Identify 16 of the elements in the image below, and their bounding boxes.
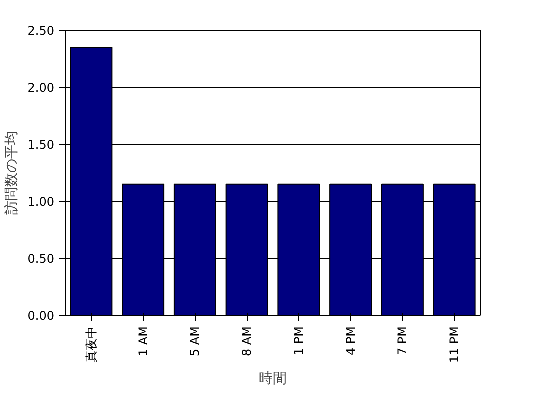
y-tick-label: 1.50: [28, 138, 54, 152]
x-tick-label: 真夜中: [84, 326, 98, 362]
x-tick-label: 1 PM: [292, 326, 306, 356]
x-tick-label: 11 PM: [448, 326, 462, 364]
y-tick-label: 2.50: [28, 24, 54, 38]
y-tick-label: 0.50: [28, 252, 54, 266]
y-axis-title: 訪問数の平均: [4, 131, 20, 215]
y-tick-label: 0.00: [28, 309, 54, 323]
x-tick-label: 7 PM: [396, 326, 410, 356]
y-tick-label: 1.00: [28, 195, 54, 209]
x-tick-label: 8 AM: [240, 326, 254, 357]
x-tick-label: 4 PM: [344, 326, 358, 356]
x-tick-label: 1 AM: [136, 326, 150, 357]
x-tick-label: 5 AM: [188, 326, 202, 357]
x-axis-title: 時間: [259, 371, 287, 388]
y-tick-label: 2.00: [28, 81, 54, 95]
